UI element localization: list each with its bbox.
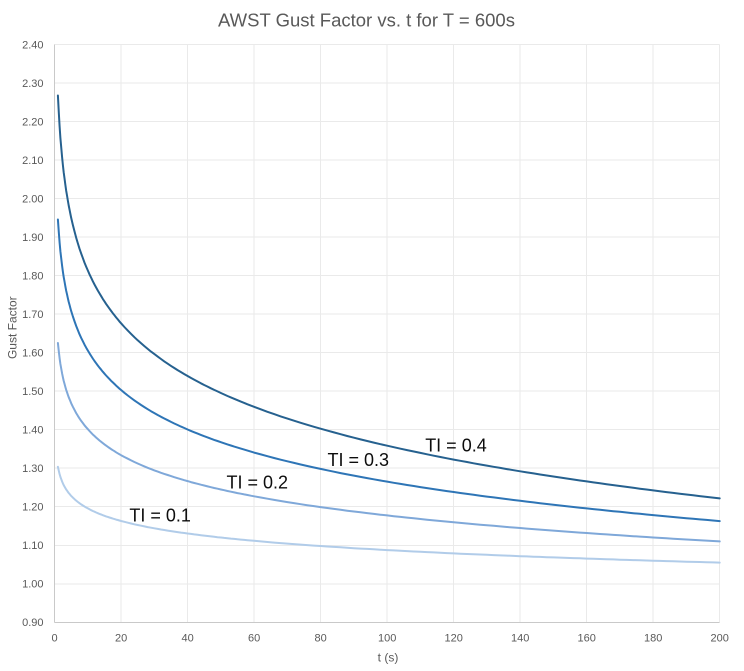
svg-text:60: 60 xyxy=(248,633,260,645)
svg-text:200: 200 xyxy=(711,633,729,645)
svg-text:80: 80 xyxy=(314,633,326,645)
svg-text:40: 40 xyxy=(181,633,193,645)
svg-text:100: 100 xyxy=(378,633,396,645)
svg-text:160: 160 xyxy=(578,633,596,645)
svg-text:TI = 0.1: TI = 0.1 xyxy=(129,505,191,525)
svg-text:1.20: 1.20 xyxy=(22,502,43,514)
svg-text:180: 180 xyxy=(644,633,662,645)
svg-text:1.00: 1.00 xyxy=(22,579,43,591)
svg-text:1.40: 1.40 xyxy=(22,425,43,437)
svg-text:TI = 0.4: TI = 0.4 xyxy=(425,436,487,456)
svg-text:20: 20 xyxy=(115,633,127,645)
svg-text:2.10: 2.10 xyxy=(22,155,43,167)
svg-text:TI = 0.2: TI = 0.2 xyxy=(227,472,289,492)
svg-text:1.80: 1.80 xyxy=(22,271,43,283)
svg-text:1.90: 1.90 xyxy=(22,232,43,244)
svg-text:2.30: 2.30 xyxy=(22,78,43,90)
svg-text:1.50: 1.50 xyxy=(22,386,43,398)
svg-text:1.10: 1.10 xyxy=(22,540,43,552)
svg-text:140: 140 xyxy=(511,633,529,645)
svg-text:0: 0 xyxy=(52,633,58,645)
svg-text:0.90: 0.90 xyxy=(22,617,43,629)
svg-text:1.60: 1.60 xyxy=(22,348,43,360)
svg-text:AWST Gust Factor vs. t for T =: AWST Gust Factor vs. t for T = 600s xyxy=(218,9,515,30)
svg-text:2.40: 2.40 xyxy=(22,39,43,51)
svg-text:t (s): t (s) xyxy=(378,651,399,665)
svg-text:1.30: 1.30 xyxy=(22,463,43,475)
svg-text:2.00: 2.00 xyxy=(22,194,43,206)
svg-text:1.70: 1.70 xyxy=(22,309,43,321)
svg-text:2.20: 2.20 xyxy=(22,116,43,128)
svg-text:TI = 0.3: TI = 0.3 xyxy=(328,450,390,470)
svg-text:120: 120 xyxy=(445,633,463,645)
svg-text:Gust Factor: Gust Factor xyxy=(5,296,19,359)
